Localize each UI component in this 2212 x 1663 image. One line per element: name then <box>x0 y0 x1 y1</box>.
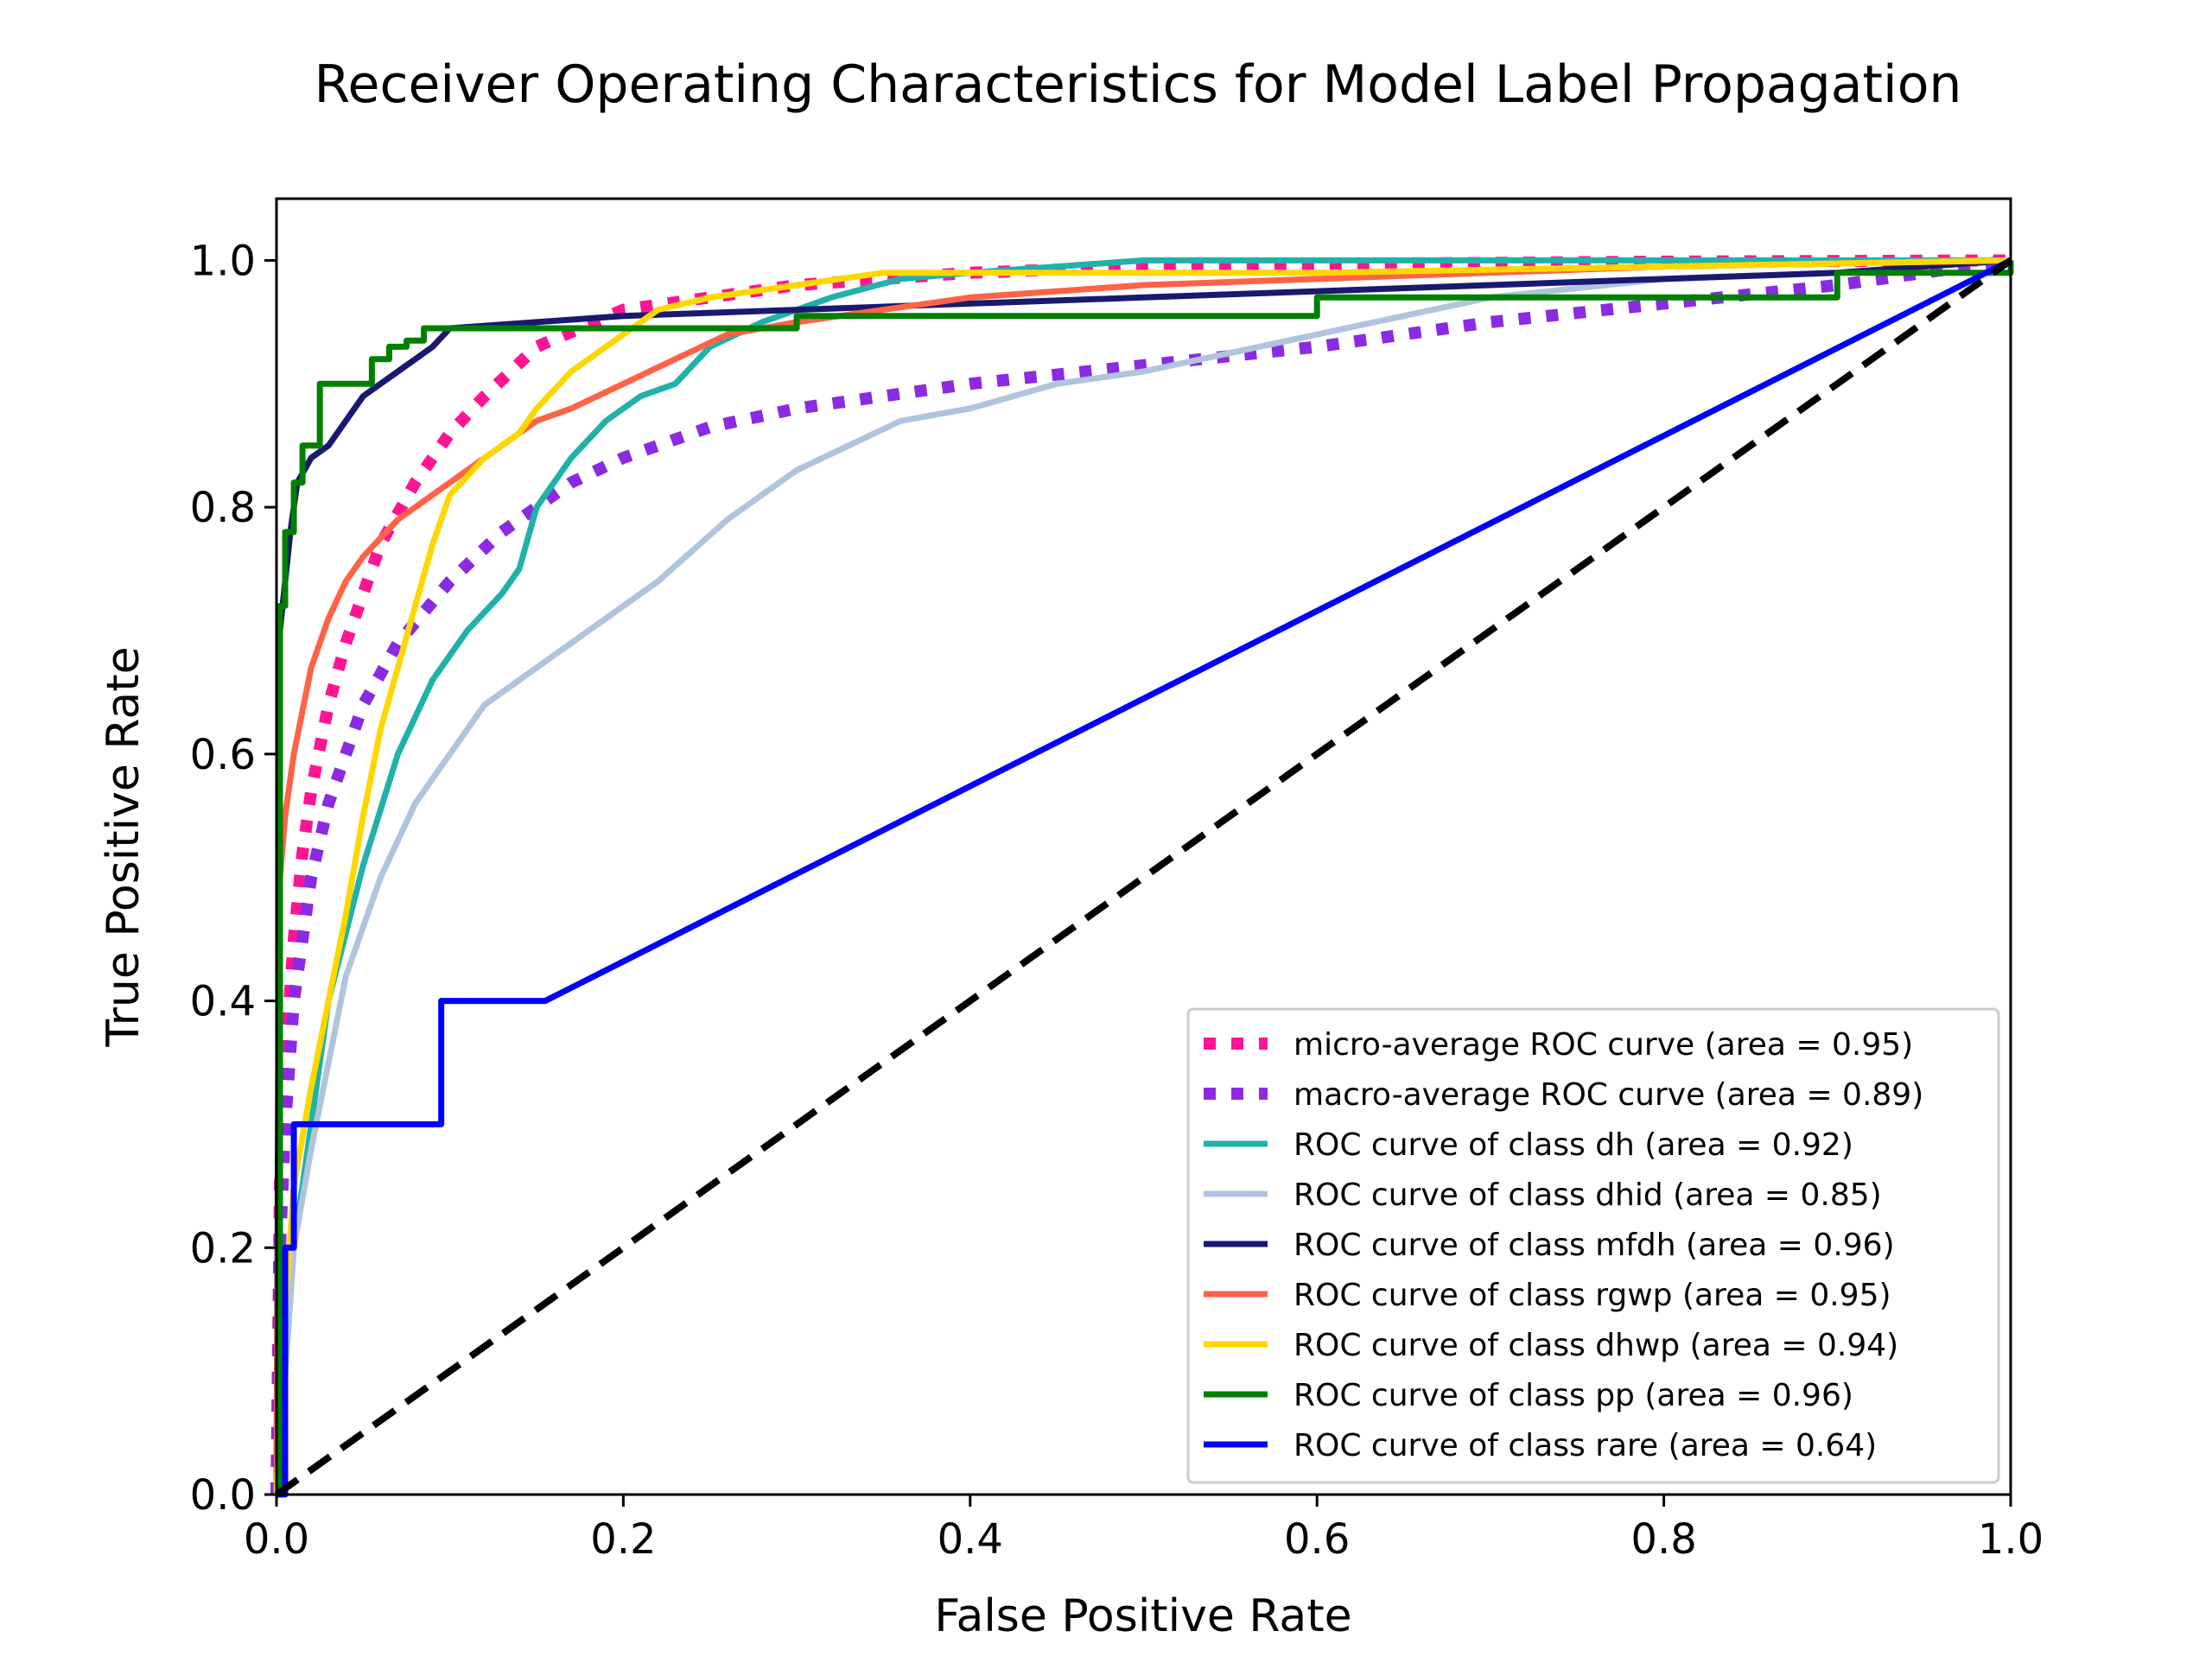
series-line-roc-curve-of-class-dhwp-area-0-94 <box>273 257 2012 1495</box>
reference-diagonal-line <box>274 257 2013 1498</box>
legend-label: ROC curve of class mfdh (area = 0.96) <box>1294 1228 1895 1263</box>
y-tick-label: 0.4 <box>190 978 256 1026</box>
y-tick-label: 1.0 <box>190 237 256 285</box>
legend-label: ROC curve of class rare (area = 0.64) <box>1294 1428 1877 1463</box>
legend-label: ROC curve of class dhwp (area = 0.94) <box>1294 1328 1898 1363</box>
y-tick-label: 0.8 <box>190 484 256 532</box>
y-tick-label: 0.2 <box>190 1224 256 1273</box>
x-tick-label: 0.4 <box>938 1515 1003 1564</box>
legend-label: ROC curve of class dh (area = 0.92) <box>1294 1127 1853 1163</box>
x-tick-label: 0.2 <box>590 1515 656 1564</box>
series-line-macro-average-roc-curve-area-0-89 <box>270 254 2012 1495</box>
legend-label: macro-average ROC curve (area = 0.89) <box>1294 1077 1923 1113</box>
x-axis-label: False Positive Rate <box>934 1590 1351 1642</box>
plot-frame <box>275 197 2012 1496</box>
x-tick-label: 1.0 <box>1978 1515 2044 1564</box>
x-tick-label: 0.6 <box>1284 1515 1350 1564</box>
series-line-roc-curve-of-class-rare-area-0-64 <box>276 257 2012 1498</box>
legend-label: ROC curve of class rgwp (area = 0.95) <box>1294 1278 1891 1313</box>
legend-label: ROC curve of class pp (area = 0.96) <box>1294 1378 1853 1413</box>
x-tick-label: 0.0 <box>244 1515 309 1564</box>
legend-label: ROC curve of class dhid (area = 0.85) <box>1294 1177 1882 1213</box>
curves-group <box>270 254 2014 1498</box>
legend-box <box>1186 1007 2000 1484</box>
x-tick-label: 0.8 <box>1630 1515 1696 1564</box>
series-line-roc-curve-of-class-dhid-area-0-85 <box>273 257 2012 1495</box>
y-tick-label: 0.6 <box>190 731 256 779</box>
y-tick-label: 0.0 <box>190 1471 256 1520</box>
chart-title: Receiver Operating Characteristics for M… <box>315 54 1962 115</box>
legend-label: micro-average ROC curve (area = 0.95) <box>1294 1027 1913 1063</box>
legend: micro-average ROC curve (area = 0.95) mac… <box>1186 1007 2000 1484</box>
axis-ticks: 0.0 0.2 0.4 0.6 0.8 1.0 0.0 0.2 0.4 0.6 0.8 1.0 <box>190 237 2044 1564</box>
series-line-roc-curve-of-class-pp-area-0-96 <box>276 260 2014 1498</box>
y-axis-label: True Positive Rate <box>98 646 149 1047</box>
